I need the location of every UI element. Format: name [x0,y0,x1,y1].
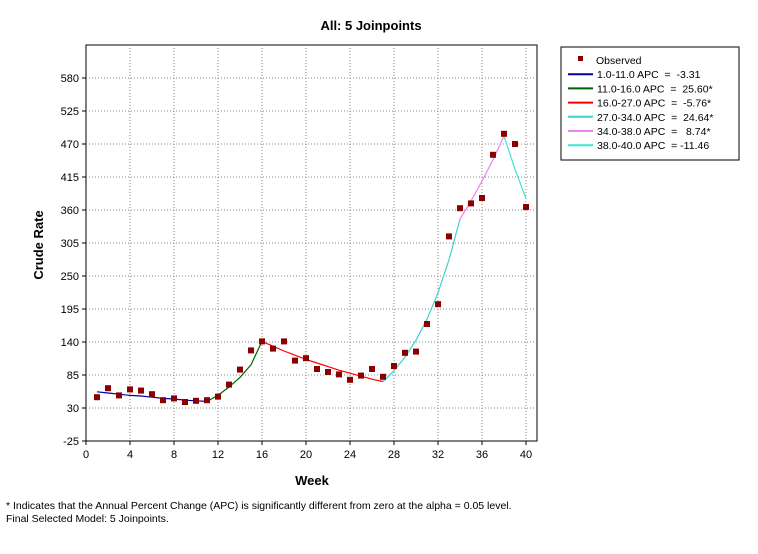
observed-point [259,338,265,345]
x-tick-label: 8 [171,449,177,461]
observed-point [127,386,133,393]
y-tick-label: 415 [61,172,79,184]
observed-point [105,385,111,392]
x-tick-label: 40 [520,449,532,461]
observed-point [402,349,408,356]
observed-point [435,301,441,308]
observed-point [171,395,177,402]
observed-point [358,372,364,379]
y-tick-label: 525 [61,106,79,118]
legend: Observed 1.0-11.0 APC = -3.31 11.0-16.0 AP… [560,46,740,161]
observed-point [237,366,243,373]
y-tick-label: 85 [67,370,79,382]
observed-point [94,394,100,401]
footnote-apc: * Indicates that the Annual Percent Chan… [6,500,512,512]
y-tick-label: 250 [61,271,79,283]
observed-point [380,373,386,380]
y-axis-title: Crude Rate [31,210,46,279]
x-tick-label: 0 [83,449,89,461]
observed-point [490,151,496,158]
y-tick-label: 360 [61,205,79,217]
y-tick-label: 140 [61,337,79,349]
x-tick-label: 24 [344,449,356,461]
observed-point [424,321,430,327]
y-tick-label: 580 [61,73,79,85]
observed-point [303,355,309,362]
observed-point [336,371,342,378]
x-axis-title: Week [295,473,329,488]
legend-label-6: 38.0-40.0 APC = -11.46 [597,140,709,152]
observed-point [325,369,331,375]
observed-point [347,376,353,383]
observed-point [391,363,397,369]
observed-point [512,141,518,147]
x-tick-label: 28 [388,449,400,461]
observed-point [457,205,463,212]
observed-point [248,347,254,354]
x-tick-label: 12 [212,449,224,461]
observed-point [369,366,375,372]
legend-label-4: 27.0-34.0 APC = 24.64* [597,112,713,124]
observed-point [193,397,199,404]
observed-point [446,233,452,240]
chart-title: All: 5 Joinpoints [320,18,421,33]
x-axis-ticks: 0 4 8 12 16 20 24 28 32 36 40 [83,441,532,461]
x-tick-label: 36 [476,449,488,461]
legend-label-3: 16.0-27.0 APC = -5.76* [597,98,711,110]
observed-point [270,345,276,352]
x-tick-label: 4 [127,449,133,461]
legend-label-5: 34.0-38.0 APC = 8.74* [597,126,711,138]
segment-line-5 [459,135,505,220]
legend-marker-observed [578,56,583,61]
x-tick-label: 32 [432,449,444,461]
observed-point [215,393,221,400]
y-axis-ticks: -25 30 85 140 195 250 305 360 415 470 525 580 [61,73,86,448]
segment-line-6 [503,136,527,199]
legend-label-1: 1.0-11.0 APC = -3.31 [597,69,701,81]
observed-point [149,391,155,398]
y-tick-label: 470 [61,139,79,151]
x-tick-label: 16 [256,449,268,461]
observed-point [292,357,298,364]
legend-label-2: 11.0-16.0 APC = 25.60* [597,83,713,95]
y-tick-label: -25 [63,436,79,448]
observed-point [314,366,320,372]
observed-point [468,200,474,207]
observed-point [182,399,188,405]
observed-points [94,130,529,405]
observed-point [479,195,485,201]
observed-point [501,130,507,137]
observed-point [116,392,122,399]
observed-point [138,387,144,394]
observed-point [226,381,232,388]
observed-point [413,348,419,355]
observed-point [204,397,210,404]
observed-point [523,204,529,210]
observed-point [160,397,166,404]
y-tick-label: 305 [61,238,79,250]
y-tick-label: 30 [67,403,79,415]
footnote-model: Final Selected Model: 5 Joinpoints. [6,513,169,525]
x-tick-label: 20 [300,449,312,461]
observed-point [281,338,287,345]
grid-lines [86,45,537,441]
legend-label-observed: Observed [596,55,642,67]
y-tick-label: 195 [61,304,79,316]
